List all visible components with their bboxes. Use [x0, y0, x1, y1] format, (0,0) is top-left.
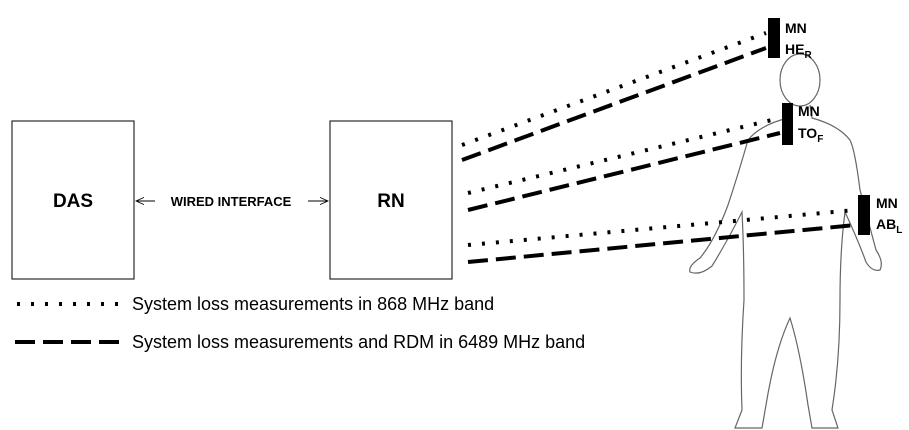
sensor-label: MN: [798, 103, 820, 119]
rn-label: RN: [377, 191, 404, 212]
sensor: [768, 18, 780, 58]
rn-box: [329, 120, 453, 280]
sensor-label: TOF: [798, 125, 823, 145]
sensor: [782, 103, 793, 145]
link-6489: [467, 223, 857, 264]
sensor-label: AB: [876, 216, 896, 232]
sensor-subscript: F: [817, 134, 823, 145]
link-868: [461, 31, 767, 147]
sensor-subscript: R: [804, 50, 812, 61]
sensor-label: MN: [876, 195, 898, 211]
sensor-label: TO: [798, 125, 817, 141]
sensor-label: ABL: [876, 216, 902, 236]
legend-label: System loss measurements in 868 MHz band: [132, 294, 494, 314]
das-label: DAS: [53, 191, 93, 212]
das-box: [11, 120, 135, 280]
link-6489: [467, 131, 781, 212]
link-label: WIRED INTERFACE: [171, 194, 292, 209]
sensor-subscript: L: [896, 225, 902, 236]
sensor-label: HER: [785, 41, 812, 61]
link-6489: [461, 46, 767, 162]
sensor-label: HE: [785, 41, 804, 57]
sensor: [858, 195, 870, 235]
sensor-label: MN: [785, 20, 807, 36]
body-outline: [689, 53, 882, 429]
link-868: [467, 116, 781, 195]
link-868: [467, 208, 857, 247]
legend-label: System loss measurements and RDM in 6489…: [132, 332, 585, 352]
